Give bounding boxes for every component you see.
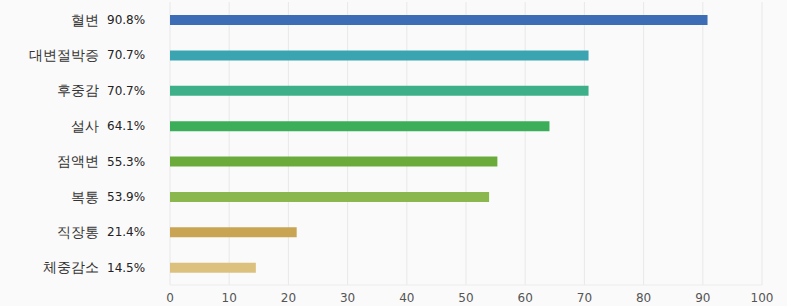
svg-text:90.8%: 90.8%: [107, 13, 145, 27]
svg-text:설사: 설사: [71, 118, 99, 134]
svg-text:10: 10: [222, 291, 237, 305]
svg-text:혈변: 혈변: [71, 12, 99, 28]
svg-text:점액변: 점액변: [57, 153, 99, 169]
svg-text:0: 0: [166, 291, 174, 305]
svg-text:14.5%: 14.5%: [107, 261, 145, 275]
svg-text:40: 40: [399, 291, 414, 305]
svg-text:80: 80: [636, 291, 651, 305]
svg-text:70.7%: 70.7%: [107, 48, 145, 62]
svg-text:복통: 복통: [71, 189, 99, 205]
svg-text:64.1%: 64.1%: [107, 119, 145, 133]
svg-text:30: 30: [340, 291, 355, 305]
svg-text:20: 20: [281, 291, 296, 305]
svg-text:21.4%: 21.4%: [107, 225, 145, 239]
svg-text:90: 90: [695, 291, 710, 305]
svg-text:70: 70: [577, 291, 592, 305]
svg-text:60: 60: [518, 291, 533, 305]
svg-text:체중감소: 체중감소: [43, 259, 99, 275]
svg-text:53.9%: 53.9%: [107, 190, 145, 204]
svg-text:후중감: 후중감: [57, 82, 99, 98]
svg-text:100: 100: [751, 291, 774, 305]
svg-text:55.3%: 55.3%: [107, 155, 145, 169]
svg-text:직장통: 직장통: [57, 224, 99, 240]
svg-text:50: 50: [458, 291, 473, 305]
svg-text:대변절박증: 대변절박증: [29, 47, 99, 63]
svg-text:70.7%: 70.7%: [107, 84, 145, 98]
